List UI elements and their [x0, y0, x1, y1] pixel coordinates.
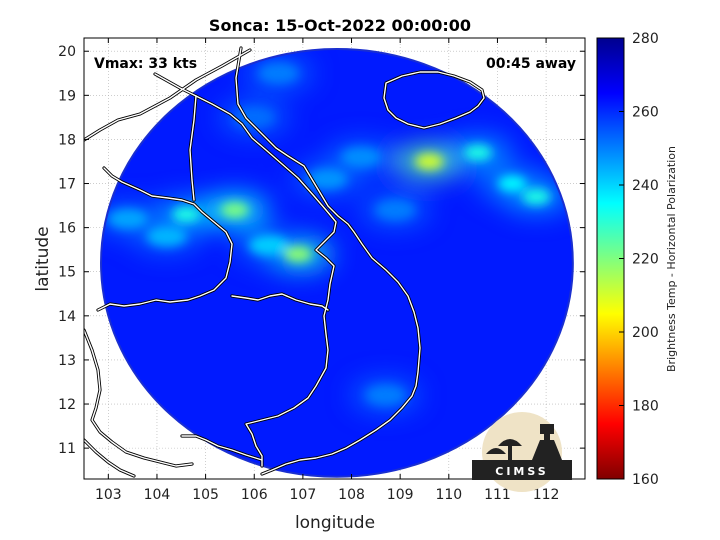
convection-core: [522, 188, 551, 205]
convection-core: [172, 206, 201, 223]
y-tick-label: 19: [58, 88, 76, 104]
colorbar-tick-label: 280: [632, 31, 659, 47]
colorbar-tick-label: 180: [632, 399, 659, 415]
x-tick-label: 111: [484, 487, 511, 503]
swath-heatmap: [100, 48, 574, 478]
swath-disk: [101, 49, 573, 477]
y-tick-label: 17: [58, 177, 76, 193]
convection-core: [220, 201, 249, 218]
axes-frame: [83, 37, 586, 480]
y-tick-label: 18: [58, 132, 76, 148]
x-tick-label: 105: [192, 487, 219, 503]
x-tick-label: 112: [533, 487, 560, 503]
convection-core: [248, 235, 289, 256]
colorbar-ticks: 160 180 200 220 240 260 280: [619, 31, 659, 488]
y-tick-label: 16: [58, 221, 76, 237]
convection-core: [365, 385, 406, 406]
coastline: [84, 46, 486, 478]
x-tick-label: 103: [95, 487, 122, 503]
x-tick-label: 104: [144, 487, 171, 503]
colorbar-tick-label: 260: [632, 105, 659, 121]
x-tick-label: 106: [241, 487, 268, 503]
colorbar-tick-label: 200: [632, 325, 659, 341]
swath-edge: [100, 48, 574, 478]
convection-core: [375, 199, 416, 220]
convection-core: [463, 144, 492, 161]
y-tick-label: 12: [58, 397, 76, 413]
convection-core: [498, 175, 527, 192]
y-tick-label: 20: [58, 44, 76, 60]
convection-core: [258, 63, 299, 84]
x-tick-label: 110: [435, 487, 462, 503]
convection-core: [146, 226, 187, 247]
time-away-label: 00:45 away: [486, 56, 576, 72]
colorbar-tick-label: 160: [632, 472, 659, 488]
chart-title: Sonca: 15-Oct-2022 00:00:00: [209, 16, 471, 35]
colorbar-label: Brightness Temp - Horizontal Polarizatio…: [665, 146, 678, 372]
x-tick-label: 109: [387, 487, 414, 503]
cimss-logo: CIMSS: [472, 412, 572, 492]
convection-core: [415, 153, 444, 170]
vmax-label: Vmax: 33 kts: [94, 56, 197, 72]
logo-text: CIMSS: [495, 465, 548, 478]
convection-core: [107, 208, 148, 229]
y-tick-label: 15: [58, 265, 76, 281]
y-axis-label: latitude: [33, 226, 53, 291]
convection-core: [284, 246, 313, 263]
colorbar-tick-label: 220: [632, 252, 659, 268]
convection-core: [341, 147, 382, 168]
x-tick-label: 107: [290, 487, 317, 503]
y-tick-label: 11: [58, 441, 76, 457]
x-axis-label: longitude: [295, 513, 375, 533]
y-tick-label: 13: [58, 353, 76, 369]
colorbar-tick-label: 240: [632, 178, 659, 194]
axis-ticks: 103 104 105 106 107 108 109 110 111 112 11 12 13 14 15…: [58, 38, 585, 503]
y-tick-label: 14: [58, 309, 76, 325]
x-tick-label: 108: [338, 487, 365, 503]
convection-core: [307, 169, 348, 190]
